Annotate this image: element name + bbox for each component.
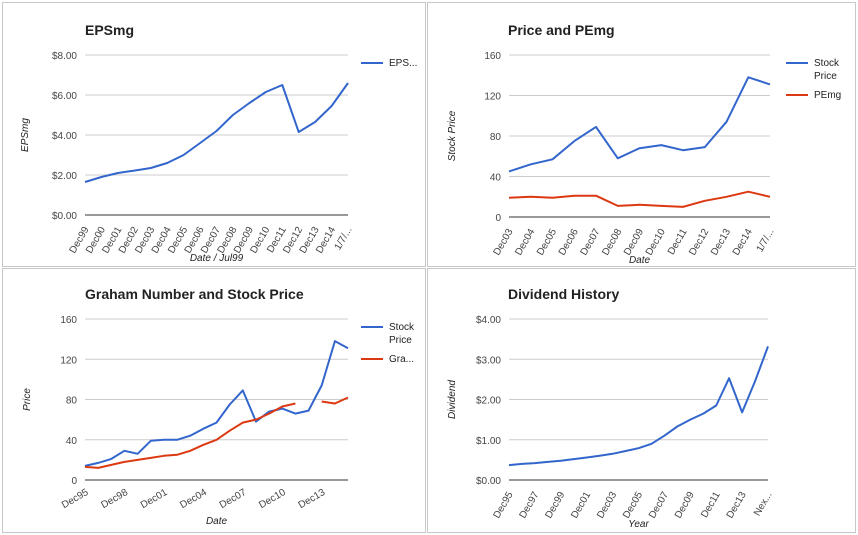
chart-epsmg: EPSmg$0.00$2.00$4.00$6.00$8.00Dec99Dec00… — [20, 22, 417, 264]
x-axis-title: Date — [206, 516, 228, 527]
chart-title: Dividend History — [508, 286, 619, 302]
x-tick-label: Dec98 — [99, 487, 130, 511]
y-tick-label: 80 — [66, 396, 78, 407]
x-tick-label: Dec99 — [543, 490, 567, 521]
series-line-eps- — [84, 82, 349, 183]
y-tick-label: $4.00 — [476, 315, 501, 326]
y-axis-title: Price — [22, 388, 33, 411]
x-tick-label: Dec97 — [518, 490, 542, 521]
x-tick-label: Dec05 — [621, 490, 645, 521]
y-axis-title: Stock Price — [447, 110, 458, 161]
y-tick-label: $6.00 — [52, 91, 77, 102]
x-tick-label: Dec13 — [709, 227, 733, 258]
chart-title: Graham Number and Stock Price — [85, 286, 304, 302]
x-axis-title: Date — [629, 255, 651, 266]
y-tick-label: 160 — [484, 51, 501, 62]
x-tick-label: Dec10 — [644, 227, 668, 258]
x-tick-label: Dec95 — [60, 487, 91, 511]
x-tick-label: Nex... — [752, 490, 775, 518]
legend-label: EPS... — [389, 58, 417, 69]
y-tick-label: 80 — [490, 132, 502, 143]
y-tick-label: 160 — [60, 315, 77, 326]
y-tick-label: $2.00 — [52, 171, 77, 182]
x-tick-label: Dec10 — [257, 487, 288, 511]
x-tick-label: Dec05 — [535, 227, 559, 258]
legend-label: Stock — [389, 322, 415, 333]
y-tick-label: 120 — [484, 92, 501, 103]
y-axis-title: EPSmg — [20, 118, 31, 152]
legend-label: Price — [389, 335, 412, 346]
x-tick-label: Dec09 — [673, 490, 697, 521]
x-tick-label: Dec09 — [622, 227, 646, 258]
x-tick-label: Dec13 — [725, 490, 749, 521]
series-line-dividend — [508, 346, 769, 467]
x-tick-label: Dec01 — [569, 490, 593, 521]
x-tick-label: Dec95 — [492, 490, 516, 521]
x-tick-label: Dec08 — [600, 227, 624, 258]
chart-panel-dividend: Dividend History $0.00 $1.00 $2.00 $3.00 $4.0… — [427, 268, 856, 533]
y-tick-label: $8.00 — [52, 51, 77, 62]
y-tick-label: 120 — [60, 355, 77, 366]
legend-label: Price — [814, 71, 837, 82]
series-line-pemg — [508, 190, 771, 208]
x-tick-label: Dec06 — [557, 227, 581, 258]
y-tick-label: $1.00 — [476, 436, 501, 447]
chart-panel-epsmg: EPSmg $0.00 $2.00 $4.00 $6.00 $8.00 Dec99 Dec00… — [2, 2, 426, 267]
y-axis-title: Dividend — [447, 380, 458, 419]
x-tick-label: Dec07 — [647, 490, 671, 521]
x-tick-label: 1/7/... — [755, 227, 777, 254]
x-tick-label: Dec04 — [513, 227, 537, 258]
legend-label: Stock — [814, 58, 840, 69]
chart-title: EPSmg — [85, 22, 134, 38]
y-tick-label: 0 — [495, 213, 501, 224]
y-tick-label: $3.00 — [476, 355, 501, 366]
x-tick-label: Dec07 — [218, 487, 249, 511]
series-line-gra- — [321, 396, 349, 405]
legend-label: Gra... — [389, 354, 414, 365]
y-tick-label: 40 — [66, 436, 78, 447]
chart-panel-price-pemg: Price and PEmg 0 40 80 120 160 Dec03 Dec04 Dec05… — [427, 2, 856, 267]
x-tick-label: Dec11 — [699, 490, 723, 520]
y-tick-label: $0.00 — [52, 211, 77, 222]
chart-price-pemg: Price and PEmg 0 40 80 120 160 Dec03Dec04Dec05… — [447, 22, 841, 266]
x-axis-title: Year — [628, 519, 649, 530]
x-tick-label: Dec12 — [687, 227, 711, 258]
y-tick-label: 40 — [490, 173, 502, 184]
x-tick-label: Dec07 — [579, 227, 603, 258]
legend-label: PEmg — [814, 90, 841, 101]
chart-title: Price and PEmg — [508, 22, 615, 38]
series-line-stock-price — [84, 340, 349, 467]
x-tick-label: Dec04 — [178, 487, 209, 511]
x-tick-label: Dec03 — [595, 490, 619, 521]
x-tick-label: 1/7/... — [333, 225, 355, 252]
x-tick-label: Dec13 — [297, 487, 328, 511]
y-tick-label: $2.00 — [476, 396, 501, 407]
x-tick-label: Dec03 — [492, 227, 516, 258]
chart-graham: Graham Number and Stock Price 0 40 80 120 160… — [22, 286, 415, 527]
series-line-gra- — [84, 402, 296, 469]
series-line-stock-price — [508, 76, 771, 173]
y-tick-label: $0.00 — [476, 476, 501, 487]
x-axis-title: Date / Jul99 — [190, 253, 244, 264]
chart-dividend: Dividend History $0.00 $1.00 $2.00 $3.00 $4.0… — [447, 286, 775, 530]
x-tick-label: Dec01 — [139, 487, 170, 511]
y-tick-label: $4.00 — [52, 131, 77, 142]
x-tick-label: Dec14 — [731, 227, 755, 258]
y-tick-label: 0 — [71, 476, 77, 487]
chart-panel-graham: Graham Number and Stock Price 0 40 80 120 160… — [2, 268, 426, 533]
